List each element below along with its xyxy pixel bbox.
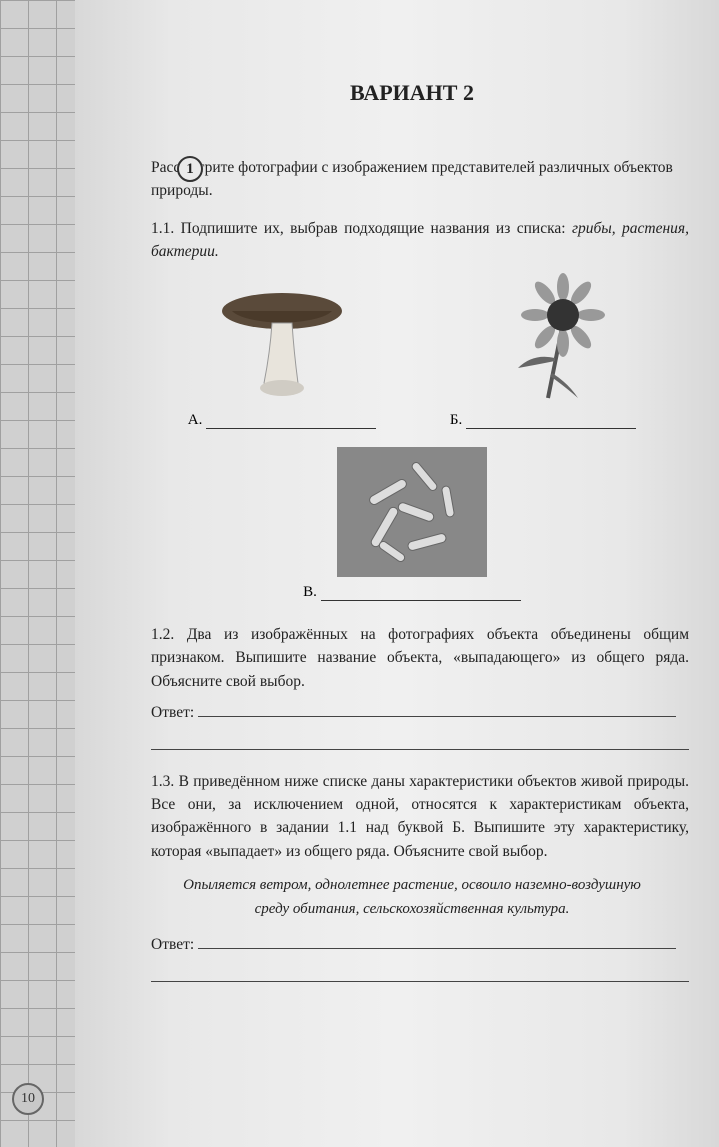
answer-block-1-2[interactable]: Ответ: xyxy=(151,703,689,750)
image-row-v xyxy=(151,447,673,577)
subtask-1-2: 1.2. Два из изображённых на фотографиях … xyxy=(151,623,689,693)
answer-v-line[interactable]: В. xyxy=(135,583,689,601)
task-intro-text: Рассмотрите фотографии с изображением пр… xyxy=(151,156,689,203)
mushroom-image xyxy=(202,273,362,403)
page-number-badge: 10 xyxy=(12,1083,44,1115)
label-v: В. xyxy=(303,584,317,601)
subtask-1-1: 1.1. Подпишите их, выбрав подходящие наз… xyxy=(151,217,689,264)
task-number-badge: 1 xyxy=(177,156,203,182)
blank-a[interactable] xyxy=(206,411,376,429)
image-box-b xyxy=(463,273,623,403)
answer-b-line[interactable]: Б. xyxy=(450,411,636,429)
blank-v[interactable] xyxy=(321,583,521,601)
answer-line-1-3-a[interactable] xyxy=(198,935,676,949)
label-b: Б. xyxy=(450,412,462,429)
worksheet-page: ВАРИАНТ 2 1 Рассмотрите фотографии с изо… xyxy=(75,0,719,1147)
image-box-a xyxy=(202,273,362,403)
answer-a-line[interactable]: А. xyxy=(188,411,377,429)
images-row-ab xyxy=(151,273,673,403)
sunflower-image xyxy=(463,273,623,403)
answer-label-1-3: Ответ: xyxy=(151,936,194,953)
subtask-1-3-list: Опыляется ветром, однолетнее растение, о… xyxy=(165,873,659,921)
bacteria-image xyxy=(337,447,487,577)
answer-block-1-3[interactable]: Ответ: xyxy=(151,935,689,982)
page-number: 10 xyxy=(21,1091,35,1107)
subtask-1-1-prefix: 1.1. Подпишите их, выбрав подходящие наз… xyxy=(151,220,572,237)
answer-line-1-2-a[interactable] xyxy=(198,703,676,717)
answer-line-1-3-b[interactable] xyxy=(151,958,689,982)
answer-line-1-2-b[interactable] xyxy=(151,726,689,750)
answer-row-ab: А. Б. xyxy=(151,411,673,429)
task-number: 1 xyxy=(186,161,194,178)
subtask-1-3: 1.3. В приведённом ниже списке даны хара… xyxy=(151,770,689,863)
blank-b[interactable] xyxy=(466,411,636,429)
answer-label-1-2: Ответ: xyxy=(151,704,194,721)
label-a: А. xyxy=(188,412,203,429)
page-title: ВАРИАНТ 2 xyxy=(135,80,689,106)
